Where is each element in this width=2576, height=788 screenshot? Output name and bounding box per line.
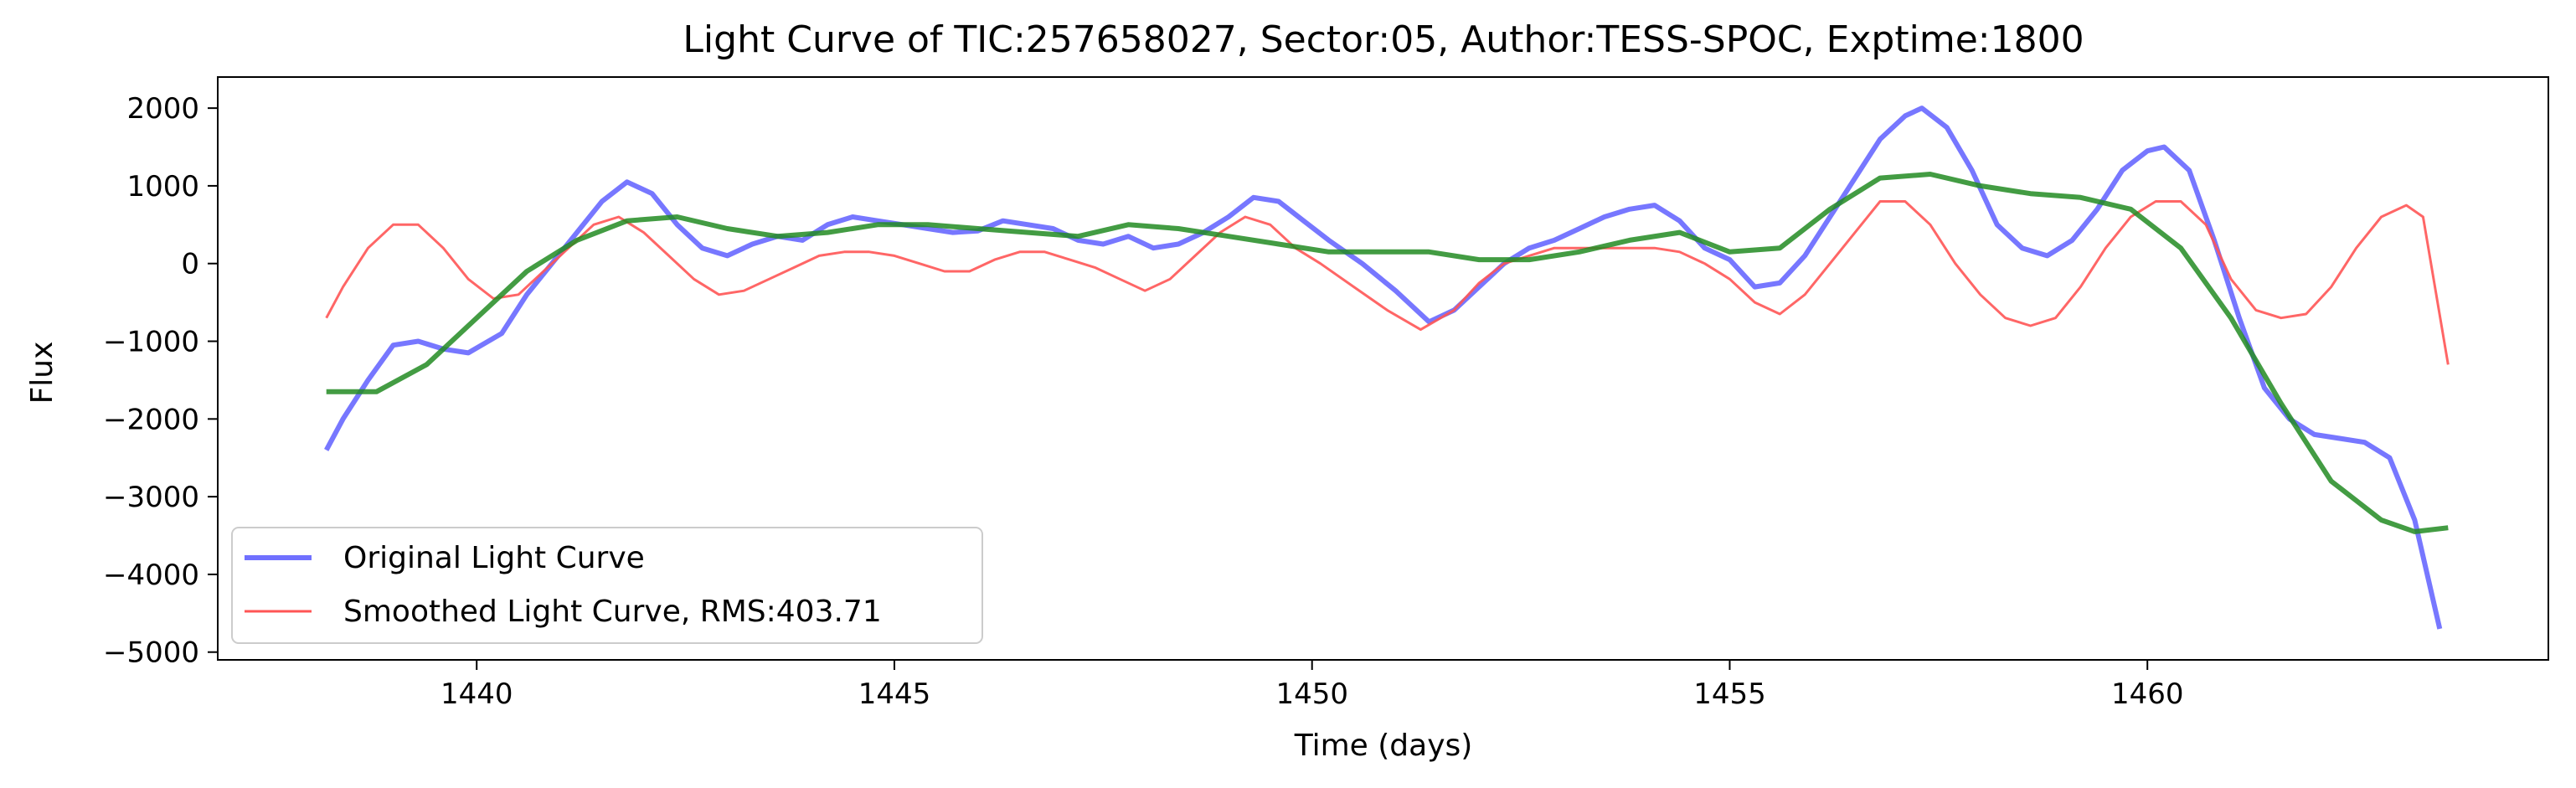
y-tick-label: −5000 bbox=[103, 636, 199, 670]
y-tick-label: −1000 bbox=[103, 326, 199, 359]
series-layer bbox=[324, 106, 2450, 630]
legend-box bbox=[231, 527, 983, 644]
chart-title: Light Curve of TIC:257658027, Sector:05,… bbox=[683, 18, 2084, 61]
legend-label-original: Original Light Curve bbox=[343, 541, 645, 575]
series-original-light-curve bbox=[324, 106, 2443, 630]
x-tick-label: 1455 bbox=[1693, 677, 1766, 711]
y-tick-label: −3000 bbox=[103, 481, 199, 514]
y-axis: 2000 1000 0 −1000 −2000 −3000 −4000 −5000 bbox=[103, 92, 218, 670]
x-tick-label: 1460 bbox=[2111, 677, 2184, 711]
x-axis: 1440 1445 1450 1455 1460 bbox=[440, 660, 2184, 711]
legend: Original Light Curve Smoothed Light Curv… bbox=[231, 527, 983, 644]
series-smoothed-light-curve bbox=[325, 200, 2450, 365]
y-axis-label: Flux bbox=[25, 342, 59, 404]
x-tick-label: 1450 bbox=[1275, 677, 1348, 711]
y-tick-label: −2000 bbox=[103, 403, 199, 436]
y-tick-label: 1000 bbox=[126, 170, 199, 203]
series-fit-curve bbox=[326, 172, 2449, 534]
y-tick-label: 2000 bbox=[126, 92, 199, 126]
x-axis-label: Time (days) bbox=[1294, 729, 1473, 763]
plot-area bbox=[217, 76, 2549, 661]
y-tick-label: −4000 bbox=[103, 559, 199, 592]
legend-label-smoothed: Smoothed Light Curve, RMS:403.71 bbox=[343, 595, 882, 629]
y-tick-label: 0 bbox=[181, 248, 199, 281]
plot-frame bbox=[217, 76, 2549, 661]
x-tick-label: 1440 bbox=[440, 677, 513, 711]
x-tick-label: 1445 bbox=[858, 677, 931, 711]
